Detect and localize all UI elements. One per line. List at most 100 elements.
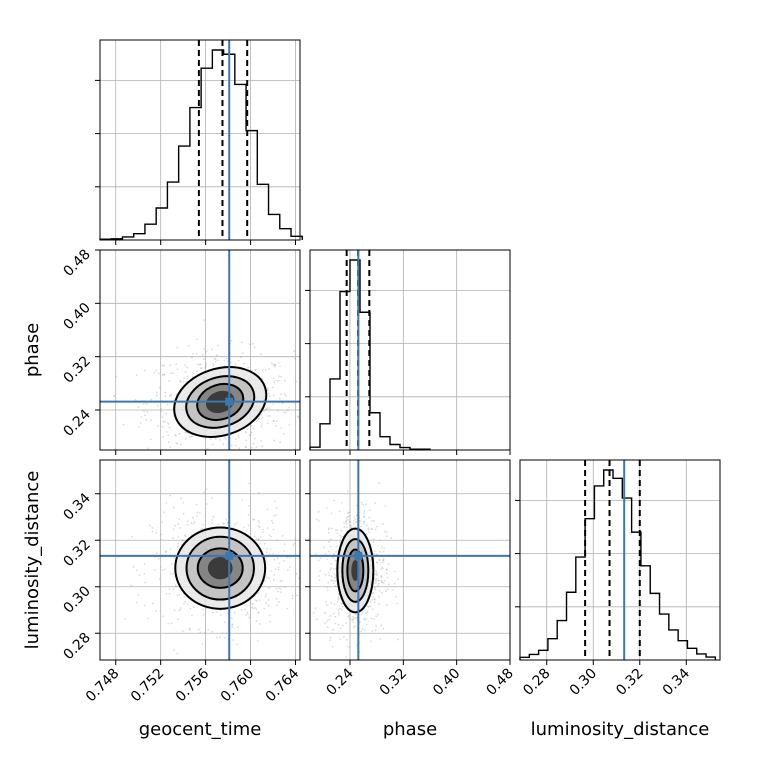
scatter-point bbox=[175, 363, 178, 365]
scatter-point bbox=[184, 454, 186, 456]
scatter-point bbox=[374, 588, 377, 591]
scatter-point bbox=[354, 617, 357, 619]
scatter-point bbox=[326, 619, 329, 622]
scatter-point bbox=[258, 526, 261, 529]
hist-panel-geocent_time bbox=[95, 39, 303, 245]
scatter-point bbox=[155, 552, 158, 555]
scatter-point bbox=[173, 609, 176, 612]
scatter-point bbox=[288, 406, 291, 409]
scatter-point bbox=[381, 581, 384, 584]
scatter-point bbox=[170, 622, 173, 625]
scatter-point bbox=[177, 523, 180, 525]
scatter-point bbox=[386, 588, 389, 591]
scatter-point bbox=[285, 411, 287, 414]
scatter-point bbox=[168, 588, 171, 591]
scatter-point bbox=[271, 386, 274, 389]
y-tick-label: 0.30 bbox=[60, 583, 93, 616]
scatter-point bbox=[324, 552, 327, 555]
scatter-point bbox=[198, 363, 201, 366]
scatter-point bbox=[352, 617, 355, 620]
scatter-point bbox=[225, 518, 228, 521]
scatter-point bbox=[137, 465, 139, 467]
scatter-point bbox=[369, 605, 372, 608]
scatter-point bbox=[380, 575, 383, 578]
scatter-point bbox=[296, 594, 299, 597]
scatter-point bbox=[385, 572, 388, 575]
scatter-point bbox=[367, 528, 370, 531]
scatter-point bbox=[162, 511, 165, 514]
scatter-point bbox=[219, 636, 221, 639]
scatter-point bbox=[183, 377, 186, 380]
scatter-point bbox=[273, 558, 276, 561]
scatter-point bbox=[155, 532, 158, 534]
scatter-point bbox=[327, 550, 330, 553]
scatter-point bbox=[244, 445, 247, 448]
contour-line bbox=[346, 548, 365, 593]
scatter-point bbox=[216, 359, 219, 362]
scatter-point bbox=[157, 372, 160, 375]
joint-panel-geocent_time-phase bbox=[95, 249, 307, 469]
scatter-point bbox=[174, 584, 177, 587]
scatter-point bbox=[182, 539, 184, 542]
scatter-point bbox=[328, 639, 331, 642]
scatter-point bbox=[334, 615, 337, 618]
scatter-point bbox=[255, 620, 258, 623]
scatter-point bbox=[339, 607, 341, 610]
scatter-point bbox=[177, 545, 180, 548]
scatter-point bbox=[305, 390, 307, 392]
scatter-point bbox=[184, 431, 187, 434]
scatter-point bbox=[146, 402, 149, 405]
scatter-point bbox=[265, 551, 268, 554]
scatter-point bbox=[160, 538, 162, 541]
scatter-point bbox=[190, 522, 193, 524]
scatter-point bbox=[184, 600, 186, 603]
scatter-point bbox=[247, 524, 250, 527]
scatter-point bbox=[361, 611, 364, 614]
scatter-point bbox=[363, 520, 366, 523]
scatter-point bbox=[208, 467, 210, 469]
scatter-point bbox=[386, 604, 388, 606]
scatter-point bbox=[325, 601, 328, 604]
scatter-point bbox=[137, 593, 140, 596]
scatter-point bbox=[266, 387, 269, 390]
scatter-point bbox=[342, 636, 345, 638]
scatter-point bbox=[332, 567, 335, 570]
scatter-point bbox=[163, 373, 166, 376]
scatter-point bbox=[220, 614, 222, 617]
scatter-point bbox=[257, 592, 260, 595]
scatter-point bbox=[255, 600, 258, 603]
scatter-point bbox=[372, 541, 375, 543]
scatter-point bbox=[336, 600, 339, 603]
scatter-point bbox=[170, 393, 173, 396]
scatter-point bbox=[166, 403, 169, 406]
scatter-point bbox=[335, 545, 338, 548]
scatter-point bbox=[231, 626, 234, 628]
scatter-point bbox=[379, 550, 382, 553]
scatter-point bbox=[366, 605, 369, 608]
scatter-point bbox=[267, 604, 270, 607]
scatter-point bbox=[287, 569, 289, 571]
scatter-point bbox=[339, 536, 342, 539]
scatter-point bbox=[186, 377, 189, 380]
scatter-point bbox=[266, 389, 269, 392]
scatter-point bbox=[339, 627, 342, 630]
scatter-point bbox=[330, 562, 332, 565]
scatter-point bbox=[250, 369, 253, 371]
scatter-point bbox=[147, 617, 149, 620]
scatter-point bbox=[318, 579, 321, 581]
scatter-point bbox=[240, 609, 243, 611]
scatter-point bbox=[258, 417, 260, 420]
x-axis-label-phase: phase bbox=[383, 719, 437, 740]
scatter-point bbox=[307, 598, 309, 600]
scatter-point bbox=[383, 547, 386, 550]
scatter-point bbox=[283, 411, 285, 414]
scatter-point bbox=[172, 506, 175, 509]
scatter-point bbox=[367, 605, 370, 608]
scatter-point bbox=[338, 534, 341, 537]
scatter-point bbox=[212, 363, 215, 365]
scatter-point bbox=[165, 430, 168, 433]
scatter-point bbox=[193, 520, 196, 523]
scatter-point bbox=[260, 439, 263, 442]
scatter-point bbox=[375, 574, 378, 577]
x-tick-label: 0.34 bbox=[660, 665, 693, 698]
